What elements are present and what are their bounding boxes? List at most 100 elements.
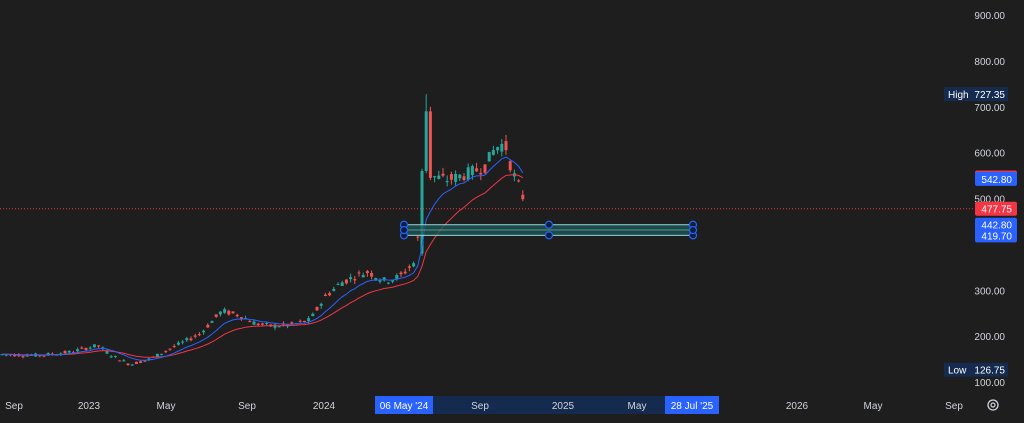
candle[interactable] [168, 348, 172, 351]
candle[interactable] [454, 170, 458, 186]
candle[interactable] [445, 175, 449, 187]
candle[interactable] [218, 310, 222, 317]
candle[interactable] [172, 344, 176, 349]
candle[interactable] [441, 167, 445, 178]
price-tick-label: 800.00 [974, 57, 1005, 68]
candle[interactable] [483, 164, 487, 175]
candle[interactable] [256, 322, 260, 326]
candle[interactable] [508, 160, 512, 173]
candle[interactable] [332, 286, 336, 292]
candle[interactable] [231, 311, 235, 314]
candle[interactable] [458, 174, 462, 182]
candle[interactable] [462, 173, 466, 182]
candle[interactable] [298, 319, 302, 323]
candle[interactable] [143, 360, 147, 363]
candle[interactable] [500, 139, 504, 157]
candle[interactable] [235, 313, 239, 318]
range-box-handle[interactable] [544, 220, 554, 229]
candle[interactable] [433, 175, 437, 183]
candle[interactable] [210, 320, 214, 323]
candle[interactable] [319, 302, 323, 309]
candle[interactable] [353, 275, 357, 285]
candle[interactable] [227, 309, 231, 316]
candle[interactable] [105, 349, 109, 355]
candle[interactable] [420, 168, 424, 256]
candle[interactable] [491, 145, 495, 156]
candle[interactable] [340, 280, 344, 287]
range-box-handle[interactable] [688, 225, 698, 235]
range-box-handle[interactable] [544, 231, 554, 240]
candle[interactable] [118, 360, 122, 362]
candle[interactable] [206, 323, 210, 328]
candle[interactable] [416, 235, 420, 241]
candle[interactable] [437, 170, 441, 180]
candle[interactable] [504, 134, 508, 155]
candle[interactable] [370, 270, 374, 280]
candle[interactable] [424, 94, 428, 174]
candle[interactable] [109, 355, 113, 359]
candle[interactable] [176, 340, 180, 346]
price-tick-label: 200.00 [974, 332, 1005, 343]
range-box[interactable] [399, 220, 698, 240]
candle[interactable] [349, 273, 353, 283]
candle[interactable] [113, 355, 117, 359]
candle[interactable] [487, 151, 491, 162]
candle[interactable] [315, 306, 319, 312]
candle[interactable] [517, 179, 521, 183]
candle[interactable] [189, 336, 193, 342]
candle[interactable] [164, 350, 168, 354]
candle[interactable] [122, 358, 126, 362]
candle[interactable] [521, 190, 525, 202]
candle[interactable] [155, 353, 159, 357]
candle[interactable] [202, 329, 206, 335]
candle[interactable] [311, 312, 315, 317]
range-box-handle[interactable] [399, 225, 409, 235]
candle[interactable] [193, 333, 197, 339]
candle[interactable] [466, 163, 470, 182]
gear-icon[interactable] [987, 399, 999, 411]
candle[interactable] [139, 360, 143, 364]
candle[interactable] [97, 345, 101, 349]
candle-body [491, 150, 495, 155]
candle[interactable] [302, 320, 306, 323]
candle[interactable] [181, 339, 185, 345]
candle[interactable] [126, 363, 130, 366]
candle[interactable] [92, 344, 96, 348]
candle[interactable] [399, 271, 403, 278]
candle[interactable] [386, 282, 390, 285]
candle[interactable] [323, 292, 327, 297]
candle[interactable] [479, 168, 483, 181]
candle[interactable] [365, 269, 369, 277]
candle[interactable] [361, 272, 365, 278]
candle[interactable] [197, 332, 201, 337]
candle[interactable] [71, 350, 75, 354]
candle[interactable] [336, 282, 340, 286]
candle[interactable] [134, 361, 138, 364]
candle[interactable] [357, 270, 361, 277]
candle[interactable] [378, 278, 382, 284]
candle[interactable] [214, 314, 218, 318]
price-tick-label: 600.00 [974, 149, 1005, 160]
candle[interactable] [496, 146, 500, 154]
candle[interactable] [428, 106, 432, 181]
candle[interactable] [412, 261, 416, 268]
time-tick-label: 2023 [78, 401, 101, 412]
candle[interactable] [88, 346, 92, 350]
candle[interactable] [403, 268, 407, 275]
candle[interactable] [248, 320, 252, 323]
candle[interactable] [185, 336, 189, 342]
candle[interactable] [344, 279, 348, 285]
candle[interactable] [67, 350, 71, 354]
candle[interactable] [84, 347, 88, 351]
candle[interactable] [449, 171, 453, 185]
candle[interactable] [223, 307, 227, 314]
candle[interactable] [130, 364, 134, 366]
candle[interactable] [63, 350, 67, 355]
candle[interactable] [407, 264, 411, 272]
candle[interactable] [475, 162, 479, 172]
candle[interactable] [80, 346, 84, 350]
candle[interactable] [160, 353, 164, 356]
candle[interactable] [328, 291, 332, 297]
